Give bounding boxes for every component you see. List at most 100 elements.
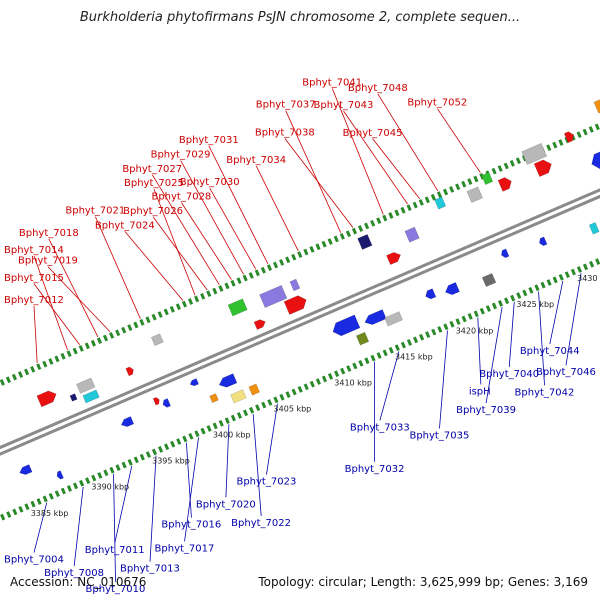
gene-feature <box>497 177 512 192</box>
tick-mark <box>230 279 236 287</box>
leader-line <box>184 437 199 542</box>
tick-mark <box>30 365 36 373</box>
tick-mark <box>491 302 498 310</box>
tick-mark <box>400 341 406 349</box>
tick-mark <box>84 342 90 350</box>
tick-mark <box>400 206 406 214</box>
gene-label[interactable]: Bphyt_7026 <box>123 206 183 217</box>
tick-mark <box>333 235 339 243</box>
gene-label[interactable]: Bphyt_7042 <box>515 387 575 398</box>
gene-label[interactable]: Bphyt_7034 <box>226 155 286 166</box>
tick-mark <box>546 144 552 152</box>
tick-mark <box>558 273 564 281</box>
tick-mark <box>473 310 479 318</box>
scale-label: 3420 kbp <box>456 326 494 335</box>
tick-mark <box>297 251 303 258</box>
gene-label[interactable]: Bphyt_7037 <box>256 100 316 111</box>
gene-feature <box>481 272 497 288</box>
gene-label[interactable]: Bphyt_7031 <box>179 135 239 146</box>
gene-label[interactable]: Bphyt_7033 <box>350 422 410 433</box>
tick-mark <box>376 217 382 225</box>
gene-label[interactable]: Bphyt_7038 <box>255 127 315 138</box>
tick-mark <box>188 432 194 440</box>
gene-label[interactable]: Bphyt_7029 <box>151 149 211 160</box>
gene-feature <box>120 416 135 427</box>
tick-mark <box>175 303 181 311</box>
gene-label[interactable]: Bphyt_7046 <box>536 367 596 378</box>
gene-label[interactable]: Bphyt_7016 <box>161 520 221 531</box>
tick-mark <box>461 180 467 188</box>
gene-label[interactable]: Bphyt_7045 <box>343 128 403 139</box>
gene-label[interactable]: Bphyt_7019 <box>18 256 78 267</box>
leader-line <box>255 165 299 252</box>
gene-label[interactable]: Bphyt_7017 <box>155 543 215 554</box>
gene-label[interactable]: Bphyt_7032 <box>345 464 405 475</box>
leader-line <box>181 202 232 280</box>
tick-mark <box>576 131 582 139</box>
gene-label[interactable]: Bphyt_7048 <box>348 83 408 94</box>
gene-label[interactable]: Bphyt_7027 <box>122 164 182 175</box>
gene-label[interactable]: Bphyt_7008 <box>44 568 104 579</box>
tick-mark <box>534 284 540 292</box>
gene-feature <box>481 172 494 185</box>
tick-mark <box>127 459 133 466</box>
gene-label[interactable]: Bphyt_7039 <box>456 405 516 416</box>
gene-feature <box>588 222 600 235</box>
tick-mark <box>315 243 321 251</box>
leader-line <box>225 424 230 498</box>
gene-label[interactable]: Bphyt_7044 <box>520 346 580 357</box>
tick-mark <box>327 373 334 380</box>
leader-line <box>285 110 342 233</box>
gene-label[interactable]: Bphyt_7020 <box>196 499 256 510</box>
gene-label[interactable]: Bphyt_7014 <box>4 245 64 256</box>
tick-mark <box>406 339 413 346</box>
gene-label[interactable]: Bphyt_7030 <box>180 177 240 188</box>
gene-label[interactable]: Bphyt_7010 <box>86 584 146 595</box>
gene-label[interactable]: Bphyt_7021 <box>65 206 125 217</box>
tick-mark <box>528 286 534 294</box>
tick-mark <box>576 266 583 273</box>
tick-mark <box>570 268 576 276</box>
gene-label[interactable]: Bphyt_7022 <box>231 518 291 529</box>
gene-label[interactable]: Bphyt_7040 <box>479 369 539 380</box>
tick-mark <box>467 178 473 185</box>
tick-mark <box>145 451 151 458</box>
tick-mark <box>272 261 279 269</box>
tick-mark <box>6 511 12 518</box>
tick-mark <box>261 401 267 409</box>
gene-label[interactable]: Bphyt_7025 <box>124 178 184 189</box>
tick-mark <box>473 175 479 183</box>
scale-label: 3405 kbp <box>274 404 312 413</box>
tick-mark <box>491 167 497 175</box>
leader-line <box>124 231 184 301</box>
gene-feature <box>591 148 600 170</box>
tick-mark <box>139 319 145 326</box>
tick-mark <box>412 201 418 209</box>
tick-mark <box>503 162 509 170</box>
tick-mark <box>260 266 266 274</box>
gene-label[interactable]: Bphyt_7041 <box>302 77 362 88</box>
gene-label[interactable]: Bphyt_7028 <box>151 192 211 203</box>
gene-label[interactable]: Bphyt_7015 <box>4 273 64 284</box>
gene-label[interactable]: Bphyt_7023 <box>236 477 296 488</box>
gene-label[interactable]: Bphyt_7043 <box>314 100 374 111</box>
gene-label[interactable]: Bphyt_7035 <box>409 431 469 442</box>
gene-label[interactable]: Bphyt_7052 <box>407 98 467 109</box>
tick-mark <box>121 461 127 469</box>
gene-label[interactable]: Bphyt_7011 <box>85 545 145 556</box>
leader-line <box>379 351 400 421</box>
tick-mark <box>5 376 11 384</box>
tick-mark <box>96 337 103 344</box>
gene-label[interactable]: Bphyt_7004 <box>4 555 64 566</box>
leader-line <box>151 174 220 286</box>
gene-label[interactable]: ispH <box>469 386 491 397</box>
tick-mark <box>588 126 594 133</box>
gene-label[interactable]: Bphyt_7024 <box>95 220 155 231</box>
accession-text: Accession: NC_010676 <box>10 575 147 589</box>
tick-mark <box>357 225 364 232</box>
tick-mark <box>382 349 388 357</box>
gene-label[interactable]: Bphyt_7012 <box>4 295 64 306</box>
gene-label[interactable]: Bphyt_7018 <box>19 228 79 239</box>
gene-label[interactable]: Bphyt_7013 <box>120 564 180 575</box>
